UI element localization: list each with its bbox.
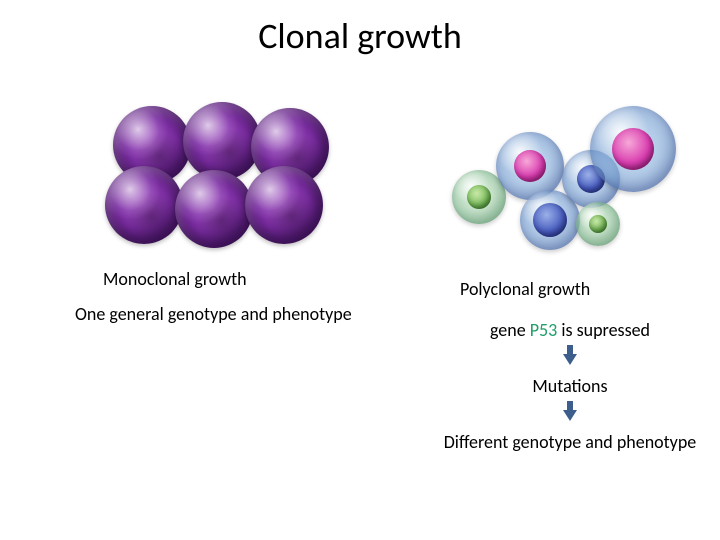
gene-prefix: gene xyxy=(490,319,530,341)
polyclonal-cell-cluster xyxy=(440,100,700,260)
polyclonal-heading: Polyclonal growth xyxy=(440,278,700,301)
mono-cell xyxy=(105,166,183,244)
polyclonal-panel: Polyclonal growth gene P53 is supressed … xyxy=(440,100,700,453)
down-arrow-icon xyxy=(563,401,577,421)
cell-nucleus xyxy=(589,215,607,233)
monoclonal-panel: Monoclonal growth One general genotype a… xyxy=(75,100,355,325)
mono-cell xyxy=(183,102,261,180)
monoclonal-heading: Monoclonal growth xyxy=(75,268,355,291)
mono-cell xyxy=(175,170,253,248)
cell-nucleus xyxy=(612,128,654,170)
monoclonal-subtext: One general genotype and phenotype xyxy=(75,303,355,326)
different-genotype-label: Different genotype and phenotype xyxy=(440,431,700,453)
mono-cell xyxy=(245,166,323,244)
page-title: Clonal growth xyxy=(0,14,720,58)
poly-cell xyxy=(590,106,676,192)
mutations-label: Mutations xyxy=(440,375,700,397)
arrow-2 xyxy=(440,401,700,421)
gene-line: gene P53 is supressed xyxy=(440,319,700,341)
poly-cell xyxy=(576,202,620,246)
cell-nucleus xyxy=(533,203,567,237)
down-arrow-icon xyxy=(563,345,577,365)
gene-suffix: is supressed xyxy=(557,319,650,341)
arrow-1 xyxy=(440,345,700,365)
monoclonal-cell-cluster xyxy=(85,100,345,250)
gene-p53: P53 xyxy=(530,319,558,341)
cell-nucleus xyxy=(467,185,491,209)
cell-nucleus xyxy=(514,150,546,182)
